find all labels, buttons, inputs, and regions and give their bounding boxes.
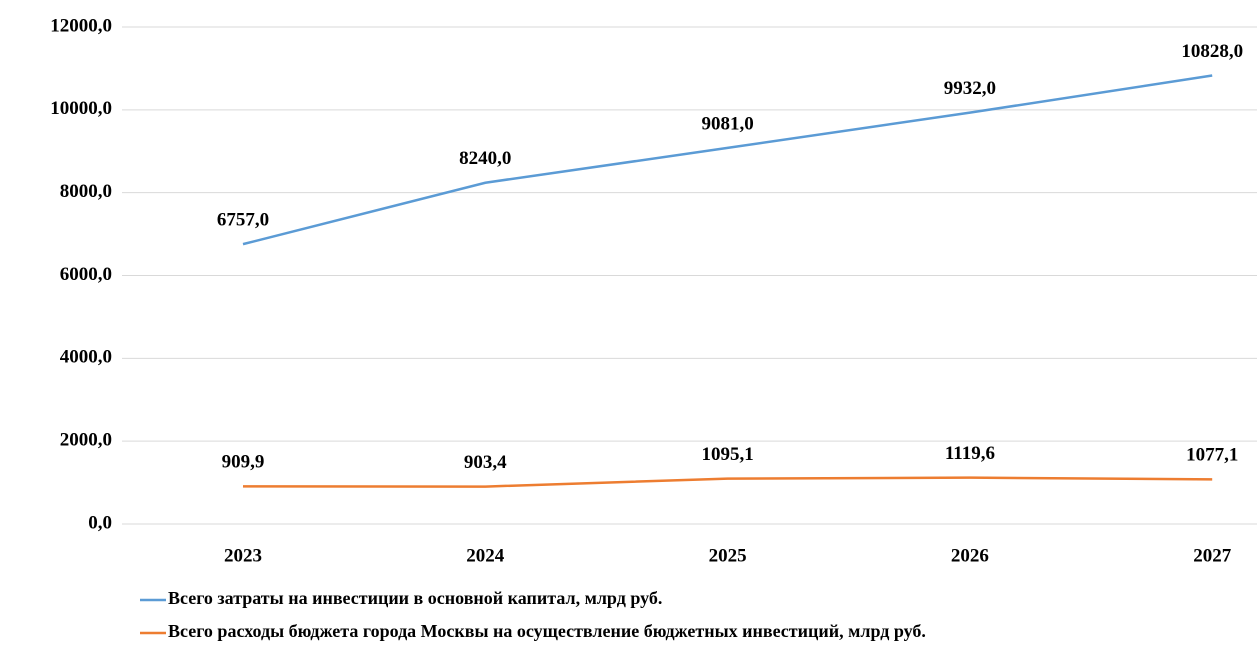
- legend-label: Всего затраты на инвестиции в основной к…: [168, 588, 662, 608]
- y-tick-label: 12000,0: [50, 15, 112, 36]
- y-tick-label: 0,0: [88, 512, 112, 533]
- data-label: 8240,0: [459, 148, 511, 169]
- x-tick-label: 2027: [1193, 545, 1232, 566]
- data-label: 1119,6: [945, 443, 995, 464]
- x-tick-label: 2026: [951, 545, 989, 566]
- data-label: 6757,0: [217, 210, 269, 231]
- x-tick-label: 2025: [709, 545, 747, 566]
- data-label: 9932,0: [944, 78, 996, 99]
- data-label: 10828,0: [1181, 41, 1243, 62]
- series-line: [242, 476, 1213, 488]
- data-label: 903,4: [464, 452, 507, 473]
- data-label: 9081,0: [701, 113, 753, 134]
- data-label: 1077,1: [1186, 445, 1238, 466]
- x-tick-label: 2024: [466, 545, 505, 566]
- x-tick-label: 2023: [224, 545, 262, 566]
- series-line: [242, 74, 1213, 246]
- y-tick-label: 10000,0: [50, 98, 112, 119]
- y-tick-label: 6000,0: [60, 264, 112, 285]
- y-tick-label: 2000,0: [60, 430, 112, 451]
- y-tick-label: 8000,0: [60, 181, 112, 202]
- data-label: 909,9: [222, 452, 265, 473]
- data-label: 1095,1: [701, 444, 753, 465]
- y-tick-label: 4000,0: [60, 347, 112, 368]
- legend-label: Всего расходы бюджета города Москвы на о…: [168, 621, 926, 641]
